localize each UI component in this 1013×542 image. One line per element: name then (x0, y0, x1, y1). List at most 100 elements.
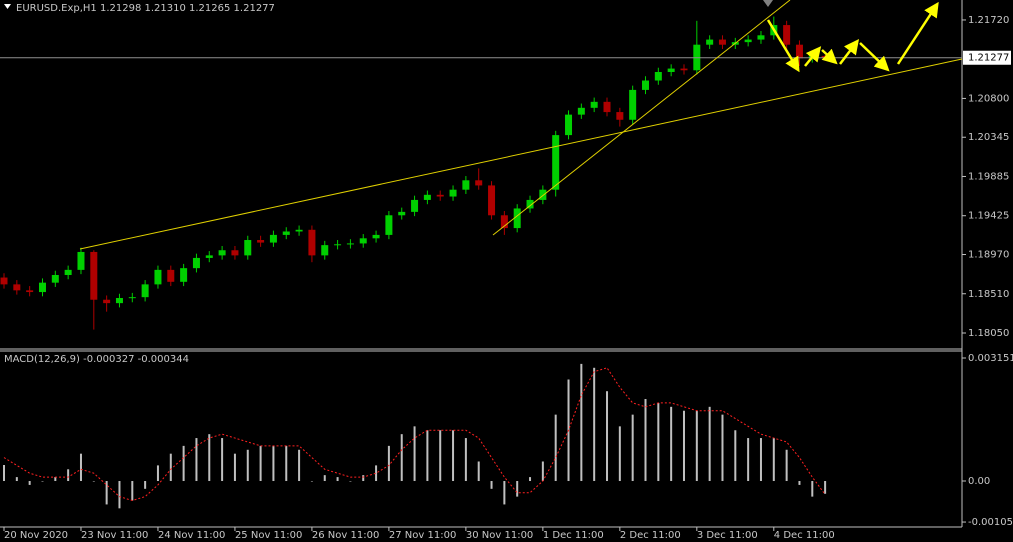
candle-body (128, 297, 136, 299)
x-tick-label: 20 Nov 2020 (4, 530, 68, 541)
macd-bar (413, 426, 416, 482)
candle-body (64, 269, 72, 275)
candle-body (218, 250, 226, 256)
candle-body (667, 68, 675, 72)
x-tick-label: 24 Nov 11:00 (158, 530, 225, 541)
candle-body (680, 68, 688, 71)
macd-bar (400, 434, 403, 482)
macd-bar (118, 481, 121, 509)
y-tick-label: 1.21720 (968, 15, 1009, 26)
y-tick-label: 1.18510 (968, 289, 1009, 300)
candle-body (154, 269, 162, 285)
candle-body (269, 234, 277, 243)
x-tick-label: 1 Dec 11:00 (543, 530, 604, 541)
macd-bar (464, 438, 467, 482)
macd-bar (785, 449, 788, 482)
forecast-arrows (766, 1, 939, 73)
macd-bar (439, 430, 442, 482)
candle-body (141, 284, 149, 298)
macd-bar (772, 438, 775, 482)
candle-body (475, 180, 483, 186)
macd-bar (336, 477, 339, 482)
x-tick-label: 27 Nov 11:00 (389, 530, 456, 541)
macd-bar (375, 465, 378, 482)
candle-body (706, 39, 714, 45)
candle-body (282, 231, 290, 235)
current-price-label: 1.21277 (968, 53, 1009, 64)
macd-bar (105, 481, 108, 505)
macd-bar (708, 406, 711, 482)
macd-bar (221, 438, 224, 482)
macd-bar (349, 481, 352, 482)
candle-body (718, 39, 726, 45)
y-tick-label: 1.18050 (968, 328, 1009, 339)
macd-bar (92, 481, 95, 482)
x-tick-label: 3 Dec 11:00 (697, 530, 758, 541)
candle-body (90, 251, 98, 300)
macd-bar (28, 481, 31, 485)
macd-bar (606, 391, 609, 482)
candle-body (115, 298, 123, 304)
trendline (79, 58, 963, 250)
macd-bar (285, 445, 288, 482)
menu-triangle (4, 4, 11, 9)
candle-body (13, 284, 21, 291)
macd-bar (798, 481, 801, 485)
macd-bar (631, 414, 634, 482)
macd-bar (644, 399, 647, 482)
candle-body (526, 199, 534, 209)
macd-bar (259, 445, 262, 482)
macd-bar (554, 414, 557, 482)
macd-bar (67, 469, 70, 482)
candle-body (436, 194, 444, 197)
candle-body (795, 44, 803, 59)
candle-body (783, 25, 791, 45)
candle-body (539, 189, 547, 200)
x-tick-label: 4 Dec 11:00 (774, 530, 835, 541)
macd-bar (695, 410, 698, 482)
y-tick-label: 1.20345 (968, 132, 1009, 143)
macd-bar (182, 445, 185, 482)
y-tick-label: -0.001051 (968, 517, 1013, 528)
plot: 1.21720 1.20800 1.20345 1.19885 1.19425 1.189… (0, 15, 1013, 541)
macd-bar (529, 477, 532, 482)
macd-bar (310, 481, 313, 482)
macd-bar (759, 438, 762, 482)
macd-bar (323, 475, 326, 482)
period-marker (763, 0, 773, 7)
y-tick-label: 1.19885 (968, 171, 1009, 182)
macd-bar (233, 453, 236, 482)
macd-bar (298, 449, 301, 482)
macd-bar (593, 367, 596, 482)
candle-body (257, 240, 265, 243)
candle-body (372, 234, 380, 239)
macd-bar (426, 430, 429, 482)
trendline (492, 0, 791, 236)
candle-body (244, 240, 252, 256)
candle-body (346, 243, 354, 245)
candle-body (565, 114, 573, 136)
current-price-box (963, 50, 1011, 65)
macd-bar (79, 453, 82, 482)
candle-body (629, 89, 637, 120)
macd-bar (246, 449, 249, 482)
candle-body (411, 199, 419, 212)
macd-bar (811, 481, 814, 497)
candle-body (513, 208, 521, 229)
macd-bar (144, 481, 147, 489)
macd-bar (156, 465, 159, 482)
candle-body (167, 269, 175, 282)
macd-bar (195, 438, 198, 482)
candle-body (552, 135, 560, 190)
candle-body (423, 194, 431, 200)
candle-body (231, 250, 239, 256)
macd-bar (721, 414, 724, 482)
macd-bar (541, 461, 544, 482)
macd-bar (824, 481, 827, 494)
macd-bar (682, 410, 685, 482)
candle-body (590, 101, 598, 108)
macd-bar (657, 402, 660, 482)
candle-body (0, 277, 8, 285)
indicator-title: MACD(12,26,9) -0.000327 -0.000344 (4, 354, 189, 365)
